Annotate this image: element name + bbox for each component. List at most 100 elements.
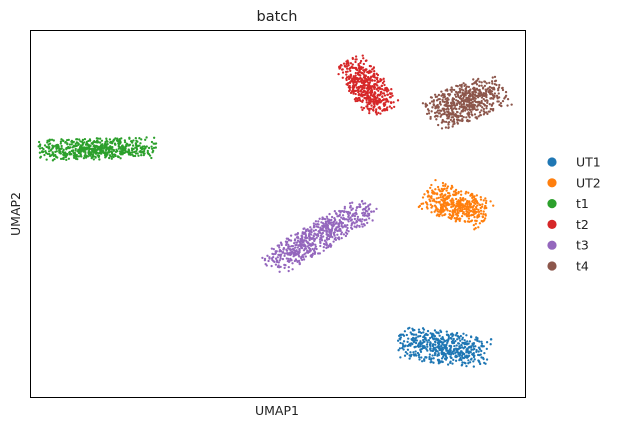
point-t4: [453, 103, 456, 106]
point-t3: [301, 241, 305, 244]
point-t4: [488, 103, 491, 106]
point-ut2: [442, 197, 446, 200]
legend-item-ut1: UT1: [547, 155, 601, 170]
point-ut2: [474, 222, 477, 225]
point-t3: [295, 241, 299, 244]
point-t4: [510, 103, 513, 106]
point-ut1: [439, 330, 443, 334]
point-ut1: [406, 348, 410, 351]
point-t3: [287, 269, 290, 273]
point-t3: [346, 218, 349, 221]
legend-marker: [547, 178, 557, 188]
point-t1: [152, 146, 156, 149]
point-t4: [482, 86, 485, 89]
point-t1: [50, 138, 54, 141]
point-ut2: [425, 201, 428, 205]
point-t4: [462, 116, 465, 119]
point-t4: [461, 110, 465, 113]
point-t4: [497, 89, 500, 92]
point-t4: [477, 92, 480, 95]
point-t2: [377, 89, 380, 92]
point-ut1: [472, 351, 475, 355]
point-t3: [313, 252, 316, 255]
point-t4: [447, 121, 450, 124]
point-ut2: [470, 213, 473, 217]
point-t4: [465, 85, 469, 88]
point-t4: [479, 104, 482, 107]
point-t4: [443, 111, 446, 114]
point-t1: [78, 149, 81, 153]
x-axis-label: UMAP1: [255, 403, 299, 418]
point-t4: [445, 102, 448, 106]
point-t4: [504, 94, 508, 97]
point-ut1: [483, 361, 486, 365]
point-t4: [469, 98, 473, 102]
point-t4: [465, 100, 469, 103]
point-t4: [471, 108, 474, 111]
point-t1: [66, 153, 69, 156]
point-t4: [497, 92, 500, 95]
point-t1: [74, 157, 78, 160]
point-t4: [482, 107, 485, 111]
point-t2: [376, 94, 379, 97]
point-t3: [283, 254, 286, 257]
point-ut1: [425, 347, 428, 351]
point-t3: [364, 202, 367, 205]
point-t1: [142, 153, 145, 157]
point-t2: [388, 105, 392, 108]
point-t4: [469, 93, 472, 96]
point-t3: [361, 225, 364, 228]
point-t2: [341, 68, 344, 71]
point-t4: [421, 102, 425, 105]
point-t2: [376, 73, 380, 77]
point-t1: [38, 147, 42, 150]
point-ut1: [437, 353, 440, 357]
point-ut1: [438, 334, 441, 337]
point-t2: [373, 86, 377, 89]
point-ut1: [445, 343, 448, 346]
point-t3: [308, 244, 311, 247]
point-t2: [359, 77, 362, 80]
point-t1: [154, 146, 157, 149]
point-t1: [60, 138, 63, 141]
point-t2: [356, 88, 359, 92]
point-ut1: [424, 355, 427, 359]
point-t1: [148, 154, 152, 157]
point-t4: [448, 113, 451, 116]
point-t2: [372, 72, 376, 75]
point-t2: [359, 79, 363, 83]
point-t1: [88, 138, 92, 141]
point-t2: [361, 87, 364, 90]
point-t3: [302, 227, 305, 230]
point-t4: [493, 96, 496, 99]
point-ut2: [440, 203, 444, 206]
point-ut1: [469, 335, 473, 338]
point-ut2: [484, 201, 488, 205]
point-ut2: [459, 206, 462, 209]
point-t4: [442, 96, 445, 99]
point-t3: [284, 264, 287, 267]
point-t2: [354, 66, 358, 70]
point-ut1: [444, 353, 447, 357]
point-ut2: [430, 211, 433, 214]
point-ut2: [445, 187, 449, 190]
point-t3: [272, 260, 275, 263]
point-t2: [352, 88, 355, 91]
point-ut1: [410, 333, 413, 336]
point-t3: [314, 243, 317, 246]
point-ut1: [437, 339, 441, 342]
point-t1: [80, 155, 83, 158]
point-t4: [469, 108, 472, 112]
point-t1: [150, 145, 153, 148]
point-t4: [438, 102, 442, 105]
point-t4: [485, 104, 488, 108]
point-ut2: [452, 199, 455, 202]
point-t3: [322, 245, 325, 249]
point-t4: [480, 99, 483, 103]
point-t2: [367, 101, 370, 104]
point-t2: [345, 78, 348, 82]
point-t2: [341, 76, 344, 79]
point-t4: [504, 90, 508, 94]
point-t3: [341, 214, 345, 217]
